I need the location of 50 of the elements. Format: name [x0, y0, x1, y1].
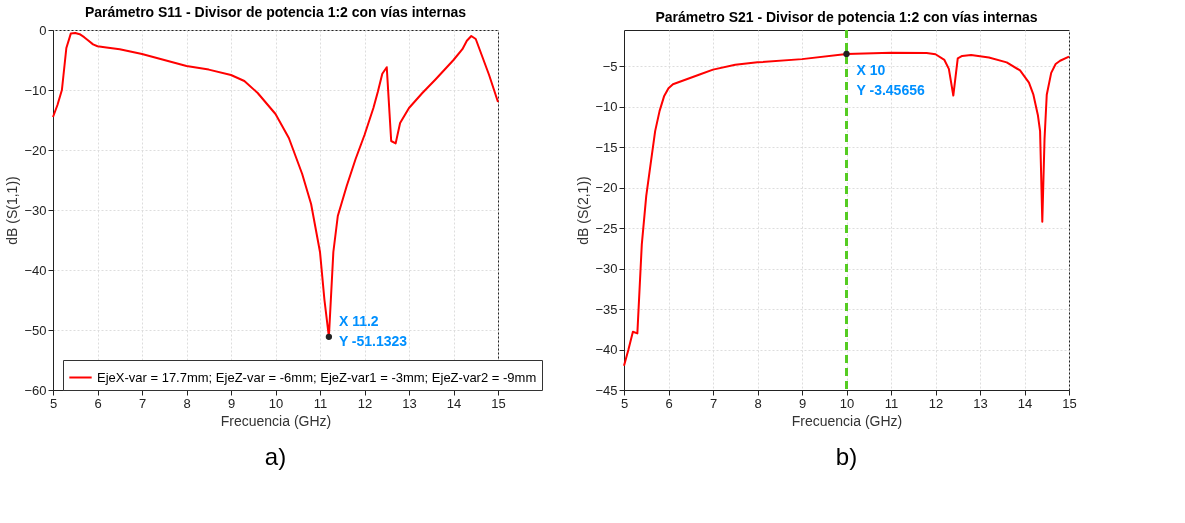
annotation: X 11.2 Y -51.1323: [338, 312, 408, 349]
x-tick-label: 8: [183, 395, 191, 411]
y-tick-label: −35: [595, 301, 618, 317]
x-tick-label: 14: [1017, 395, 1033, 411]
x-tick-label: 13: [973, 395, 988, 411]
y-tick-label: −50: [24, 322, 47, 338]
text: a): [264, 443, 287, 470]
y-tick-label: −5: [602, 58, 618, 74]
x-tick-label: 7: [709, 395, 718, 411]
x-tick-label: 12: [928, 395, 944, 411]
y-tick-label: −10: [24, 82, 47, 98]
x-tick-label: 11: [313, 395, 328, 411]
annotation: X 10 Y -3.45656: [856, 61, 925, 98]
y-tick-label: −60: [24, 382, 47, 398]
y-tick-label: 0: [39, 22, 47, 38]
x-tick-label: 14: [446, 395, 462, 411]
y-tick-label: −30: [24, 202, 47, 218]
chart-title: Parámetro S21 - Divisor de potencia 1:2 con vías internas: [655, 8, 1038, 25]
x-tick-label: 13: [402, 395, 417, 411]
y-axis-title: dB (S(2,1)): [575, 176, 592, 245]
x-tick-label: 15: [491, 395, 506, 411]
y-tick-label: −20: [595, 180, 618, 196]
x-tick-label: 11: [884, 395, 899, 411]
x-axis-title: Frecuencia (GHz): [791, 412, 903, 429]
x-tick-label: 7: [138, 395, 147, 411]
x-tick-label: 12: [357, 395, 373, 411]
y-tick-label: −15: [595, 139, 618, 155]
x-tick-label: 6: [665, 395, 673, 411]
x-tick-label: 5: [49, 395, 58, 411]
x-tick-label: 9: [798, 395, 807, 411]
y-tick-label: −25: [595, 220, 618, 236]
x-tick-label: 10: [268, 395, 284, 411]
y-tick-label: −10: [595, 99, 618, 115]
y-tick-label: −20: [24, 142, 47, 158]
x-tick-label: 8: [754, 395, 762, 411]
x-tick-label: 15: [1062, 395, 1077, 411]
x-axis-title: Frecuencia (GHz): [220, 412, 332, 429]
y-tick-label: −30: [595, 261, 618, 277]
x-tick-label: 9: [227, 395, 236, 411]
x-tick-label: 5: [620, 395, 629, 411]
legend-label: EjeX-var = 17.7mm; EjeZ-var = -6mm; EjeZ-var1 = -3mm; EjeZ-var2 = -9mm: [97, 369, 537, 385]
y-tick-label: −45: [595, 382, 618, 398]
text: b): [835, 443, 858, 470]
y-tick-label: −40: [595, 342, 618, 358]
x-tick-label: 10: [839, 395, 855, 411]
chart-title: Parámetro S11 - Divisor de potencia 1:2 con vías internas: [84, 4, 467, 20]
line-series: [623, 50, 1070, 367]
y-axis-title: dB (S(1,1)): [4, 176, 21, 245]
y-tick-label: −40: [24, 262, 47, 278]
x-tick-label: 6: [94, 395, 102, 411]
